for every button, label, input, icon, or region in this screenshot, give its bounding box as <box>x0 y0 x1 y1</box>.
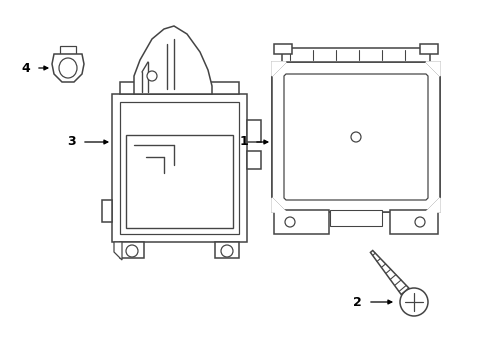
Polygon shape <box>425 198 439 212</box>
Bar <box>273 44 291 54</box>
Bar <box>180 76 187 84</box>
Bar <box>102 200 112 222</box>
Bar <box>246 151 261 169</box>
Text: 2: 2 <box>352 296 361 309</box>
Bar <box>112 94 246 242</box>
Text: 3: 3 <box>67 135 76 148</box>
Bar <box>120 82 239 94</box>
Polygon shape <box>271 198 285 212</box>
Bar <box>419 44 437 54</box>
Bar <box>126 135 232 228</box>
Bar <box>329 210 381 226</box>
Polygon shape <box>271 62 439 212</box>
Circle shape <box>414 217 424 227</box>
Polygon shape <box>215 242 239 258</box>
Polygon shape <box>370 251 408 294</box>
Polygon shape <box>134 26 212 94</box>
Ellipse shape <box>59 58 77 78</box>
Circle shape <box>126 245 138 257</box>
Circle shape <box>285 217 294 227</box>
Polygon shape <box>425 62 439 76</box>
Bar <box>389 210 437 234</box>
Bar <box>273 210 328 234</box>
Circle shape <box>221 245 232 257</box>
Circle shape <box>147 71 157 81</box>
Bar <box>120 102 239 234</box>
Text: 1: 1 <box>239 135 247 148</box>
Circle shape <box>399 288 427 316</box>
Polygon shape <box>114 242 122 260</box>
Bar <box>282 48 429 62</box>
Bar <box>154 76 172 84</box>
Polygon shape <box>52 54 84 82</box>
Bar <box>271 62 439 212</box>
Circle shape <box>350 132 360 142</box>
Text: 4: 4 <box>21 62 30 75</box>
Polygon shape <box>120 242 143 258</box>
Bar <box>60 46 76 54</box>
Bar <box>246 120 261 142</box>
Polygon shape <box>271 62 285 76</box>
